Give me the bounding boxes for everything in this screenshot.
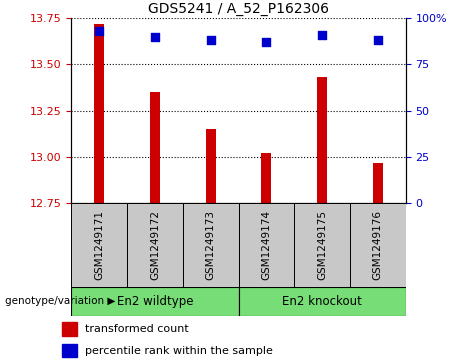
FancyBboxPatch shape — [350, 203, 406, 287]
Text: percentile rank within the sample: percentile rank within the sample — [85, 346, 273, 356]
Text: transformed count: transformed count — [85, 324, 189, 334]
Bar — [261, 153, 272, 203]
FancyBboxPatch shape — [71, 287, 238, 316]
Text: GSM1249175: GSM1249175 — [317, 210, 327, 280]
Text: genotype/variation ▶: genotype/variation ▶ — [5, 296, 115, 306]
Title: GDS5241 / A_52_P162306: GDS5241 / A_52_P162306 — [148, 2, 329, 16]
Bar — [373, 163, 383, 203]
Text: En2 knockout: En2 knockout — [282, 295, 362, 308]
Text: GSM1249173: GSM1249173 — [206, 210, 216, 280]
Bar — [62, 344, 77, 357]
Bar — [206, 129, 216, 203]
Bar — [62, 322, 77, 336]
Point — [151, 34, 159, 40]
Text: GSM1249172: GSM1249172 — [150, 210, 160, 280]
Text: GSM1249176: GSM1249176 — [373, 210, 383, 280]
Bar — [317, 77, 327, 203]
Bar — [95, 24, 104, 203]
FancyBboxPatch shape — [238, 287, 406, 316]
FancyBboxPatch shape — [127, 203, 183, 287]
Point — [374, 37, 382, 43]
Bar — [150, 92, 160, 203]
Point — [319, 32, 326, 38]
Text: GSM1249171: GSM1249171 — [95, 210, 104, 280]
FancyBboxPatch shape — [238, 203, 294, 287]
FancyBboxPatch shape — [183, 203, 238, 287]
Point — [95, 28, 103, 34]
Text: En2 wildtype: En2 wildtype — [117, 295, 193, 308]
FancyBboxPatch shape — [294, 203, 350, 287]
Point — [263, 39, 270, 45]
Text: GSM1249174: GSM1249174 — [261, 210, 272, 280]
FancyBboxPatch shape — [71, 203, 127, 287]
Point — [207, 37, 214, 43]
